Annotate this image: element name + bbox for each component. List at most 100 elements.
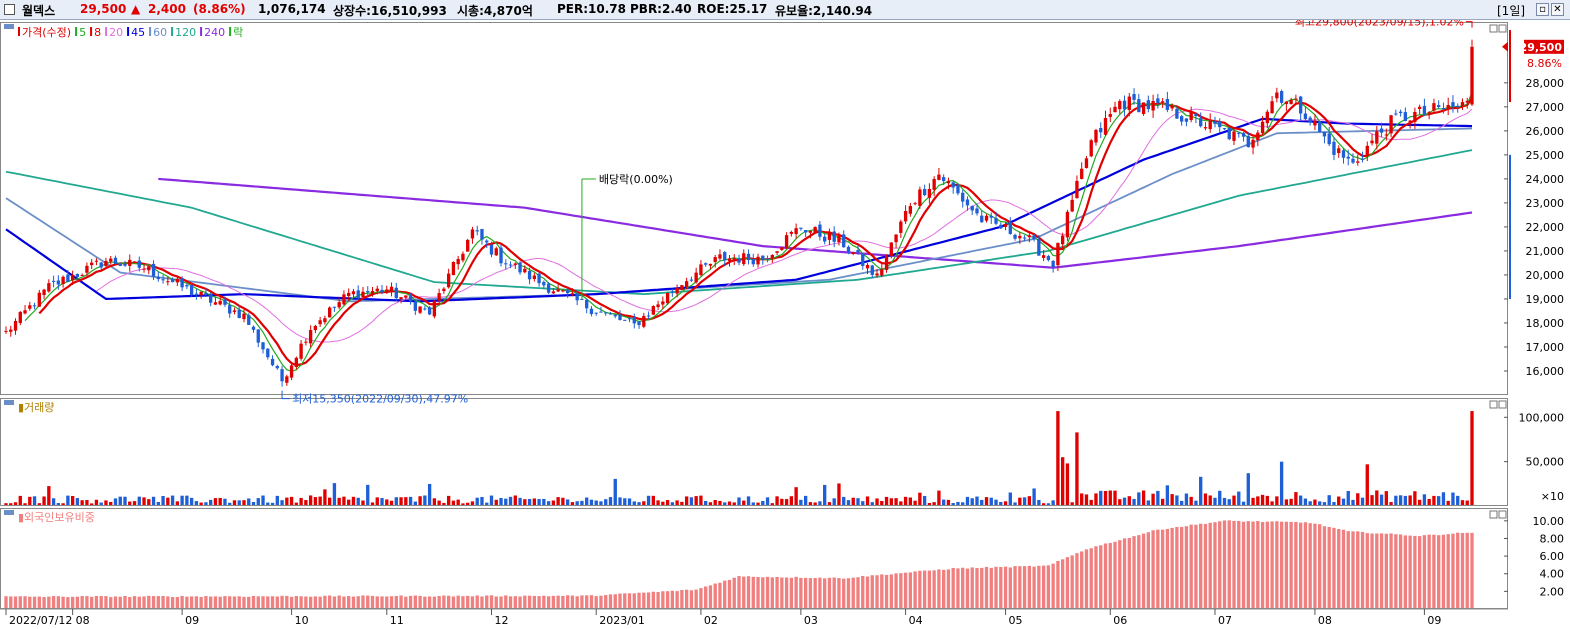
- volume-bar: [85, 500, 89, 505]
- foreign-ratio-bar: [694, 589, 698, 608]
- volume-bar: [689, 497, 694, 505]
- foreign-ratio-bar: [1270, 521, 1274, 608]
- volume-bar: [418, 496, 422, 505]
- candle-body: [1003, 223, 1008, 227]
- candle-body: [1179, 116, 1184, 122]
- foreign-ratio-bar: [670, 590, 675, 608]
- volume-bar: [1279, 461, 1284, 505]
- period-selector[interactable]: [1일]: [1497, 4, 1526, 18]
- candle-body: [275, 366, 279, 369]
- volume-bar: [1332, 502, 1336, 505]
- foreign-ratio-bar: [1046, 565, 1051, 608]
- volume-bar: [1403, 495, 1408, 505]
- candle-body: [413, 301, 418, 311]
- foreign-ratio-bar: [575, 596, 579, 608]
- volume-bar: [661, 501, 665, 505]
- foreign-ratio-bar: [1203, 523, 1208, 608]
- foreign-ratio-bar: [432, 596, 437, 608]
- volume-legend[interactable]: ▮거래량: [18, 401, 54, 414]
- legend-entry[interactable]: 가격(수정): [22, 26, 71, 39]
- pane-restore-icon[interactable]: [1489, 510, 1498, 519]
- candle-body: [1356, 161, 1360, 163]
- foreign-ratio-legend[interactable]: ▮외국인보유비중: [18, 511, 95, 524]
- candle-body: [823, 236, 827, 242]
- foreign-ratio-bar: [1365, 533, 1369, 608]
- pane-menu-icon[interactable]: [4, 24, 14, 29]
- legend-entry[interactable]: 120: [175, 26, 196, 39]
- legend-entry[interactable]: 5: [79, 26, 86, 39]
- select-checkbox[interactable]: [4, 4, 15, 15]
- foreign-ratio-bar: [427, 596, 432, 608]
- legend-entry[interactable]: 락: [233, 26, 243, 39]
- candle-body: [513, 263, 517, 265]
- candle-body: [251, 326, 256, 330]
- candle-body: [209, 293, 213, 303]
- foreign-ratio-bar: [680, 590, 684, 608]
- volume-bar: [808, 502, 813, 505]
- candle-body: [737, 258, 741, 263]
- x-tick-label: 2022/07/12: [9, 614, 72, 627]
- pane-menu-icon[interactable]: [4, 510, 14, 515]
- volume-bar: [846, 500, 851, 505]
- pane-menu-icon[interactable]: [4, 400, 14, 405]
- foreign-ratio-bar: [485, 595, 489, 608]
- volume-bar: [523, 499, 527, 505]
- legend-entry[interactable]: 8: [94, 26, 101, 39]
- volume-bar: [1084, 494, 1089, 505]
- candle-body: [884, 255, 889, 270]
- candle-body: [742, 253, 746, 265]
- stock-name: 월덱스: [22, 4, 56, 18]
- foreign-ratio-bar: [699, 588, 703, 608]
- candle-body: [504, 263, 508, 265]
- foreign-ratio-bar: [470, 596, 475, 608]
- listed-shares: 상장수:16,510,993: [333, 4, 447, 18]
- pane-restore-icon[interactable]: [1489, 400, 1498, 409]
- candle-body: [927, 188, 932, 198]
- candle-body: [389, 286, 394, 292]
- foreign-ratio-bar: [908, 572, 913, 608]
- foreign-ratio-bar: [1375, 533, 1379, 608]
- candle-body: [1265, 111, 1269, 124]
- legend-entry[interactable]: 45: [131, 26, 145, 39]
- foreign-ratio-bar: [1451, 533, 1455, 608]
- pane-close-icon[interactable]: [1498, 510, 1507, 519]
- foreign-ratio-bar: [770, 577, 774, 608]
- candle-body: [670, 291, 675, 293]
- candle-body: [689, 279, 694, 281]
- candle-body: [366, 291, 370, 293]
- volume-bar: [366, 484, 370, 505]
- candle-body: [594, 312, 598, 314]
- legend-entry[interactable]: 20: [109, 26, 123, 39]
- candle-body: [1437, 105, 1441, 108]
- volume-bar: [1003, 501, 1008, 505]
- restore-icon[interactable]: ▫: [1536, 3, 1549, 16]
- price-tick-label: 19,000: [1526, 293, 1565, 306]
- foreign-ratio-bar: [1379, 533, 1384, 608]
- candle-body: [604, 312, 608, 314]
- volume-bar: [937, 490, 941, 505]
- pane-close-icon[interactable]: [1498, 400, 1507, 409]
- candle-body: [342, 294, 346, 305]
- legend-entry[interactable]: 60: [153, 26, 167, 39]
- volume-bar: [651, 495, 655, 505]
- close-icon[interactable]: ✕: [1551, 3, 1564, 16]
- candle-body: [756, 256, 760, 265]
- foreign-tick-label: 10.00: [1533, 515, 1565, 528]
- foreign-ratio-bar: [504, 595, 508, 608]
- candle-body: [608, 313, 613, 315]
- candle-body: [13, 320, 18, 331]
- legend-entry[interactable]: 240: [204, 26, 225, 39]
- stock-chart[interactable]: 16,000 17,000 18,000 19,000 20,000 21,000 22,0…: [0, 20, 1570, 629]
- candle-body: [1118, 101, 1122, 110]
- candle-body: [922, 188, 927, 196]
- volume-bar: [261, 495, 265, 505]
- candle-body: [1470, 46, 1474, 105]
- volume-bar: [1427, 498, 1431, 505]
- volume-bar: [189, 497, 194, 505]
- candle-body: [142, 268, 146, 270]
- foreign-ratio-bar: [789, 577, 794, 608]
- pane-restore-icon[interactable]: [1489, 24, 1498, 33]
- foreign-ratio-bar: [1337, 529, 1341, 608]
- pane-close-icon[interactable]: [1498, 24, 1507, 33]
- legend-swatch: [127, 27, 130, 36]
